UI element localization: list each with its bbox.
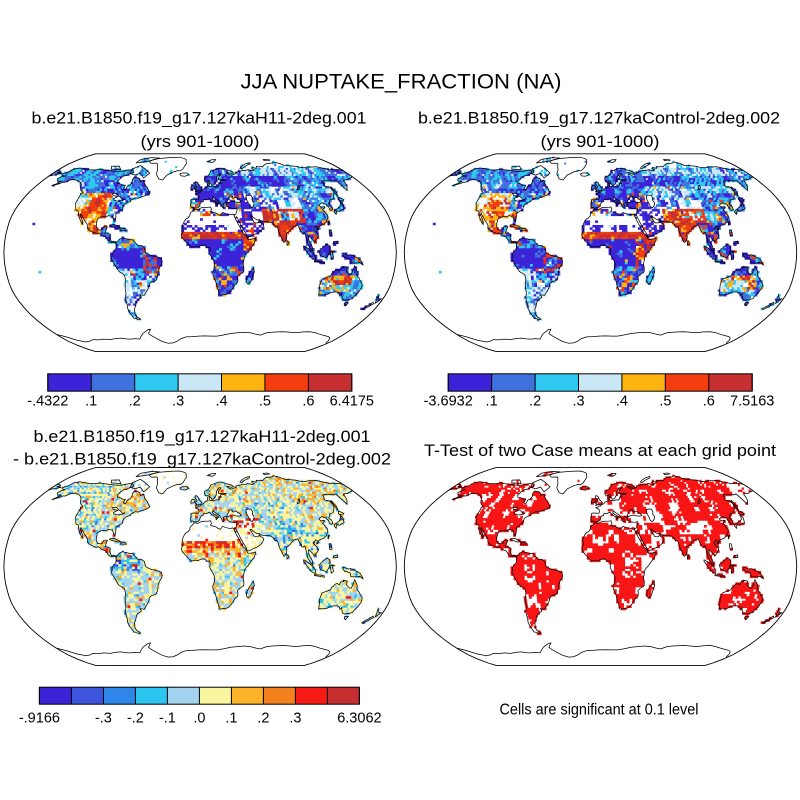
svg-text:-.2: -.2 <box>127 711 144 727</box>
svg-text:(yrs 901-1000): (yrs 901-1000) <box>141 132 260 151</box>
svg-text:6.4175: 6.4175 <box>330 393 374 409</box>
svg-text:-.9166: -.9166 <box>19 711 60 727</box>
svg-text:-.4322: -.4322 <box>27 393 68 409</box>
svg-text:6.3062: 6.3062 <box>337 711 381 727</box>
svg-text:b.e21.B1850.f19_g17.127kaH11-2: b.e21.B1850.f19_g17.127kaH11-2deg.001 <box>34 427 371 446</box>
svg-text:.3: .3 <box>172 393 184 409</box>
svg-text:.3: .3 <box>289 711 301 727</box>
svg-text:-.1: -.1 <box>159 711 176 727</box>
svg-text:-.3: -.3 <box>95 711 112 727</box>
svg-text:.3: .3 <box>572 393 584 409</box>
svg-text:Cells are significant at 0.1 l: Cells are significant at 0.1 level <box>500 702 699 719</box>
svg-text:7.5163: 7.5163 <box>730 393 774 409</box>
svg-text:.1: .1 <box>85 393 97 409</box>
svg-text:.2: .2 <box>257 711 269 727</box>
svg-text:.4: .4 <box>215 393 227 409</box>
svg-text:T-Test of two Case means at ea: T-Test of two Case means at each grid po… <box>424 441 776 460</box>
svg-text:(yrs 901-1000): (yrs 901-1000) <box>541 132 660 151</box>
svg-text:.1: .1 <box>225 711 237 727</box>
svg-text:.6: .6 <box>302 393 314 409</box>
svg-text:.2: .2 <box>529 393 541 409</box>
svg-text:b.e21.B1850.f19_g17.127kaH11-2: b.e21.B1850.f19_g17.127kaH11-2deg.001 <box>32 109 367 128</box>
svg-text:.2: .2 <box>129 393 141 409</box>
svg-text:.6: .6 <box>703 393 715 409</box>
svg-text:b.e21.B1850.f19_g17.127kaContr: b.e21.B1850.f19_g17.127kaControl-2deg.00… <box>418 109 780 128</box>
svg-text:JJA NUPTAKE_FRACTION (NA): JJA NUPTAKE_FRACTION (NA) <box>241 71 562 94</box>
svg-text:-3.6932: -3.6932 <box>424 393 473 409</box>
svg-text:.1: .1 <box>486 393 498 409</box>
svg-text:.5: .5 <box>259 393 271 409</box>
svg-text:.4: .4 <box>616 393 628 409</box>
svg-text:- b.e21.B1850.f19_g17.127kaCon: - b.e21.B1850.f19_g17.127kaControl-2deg.… <box>13 449 391 468</box>
svg-text:.5: .5 <box>659 393 671 409</box>
svg-text:.0: .0 <box>193 711 205 727</box>
